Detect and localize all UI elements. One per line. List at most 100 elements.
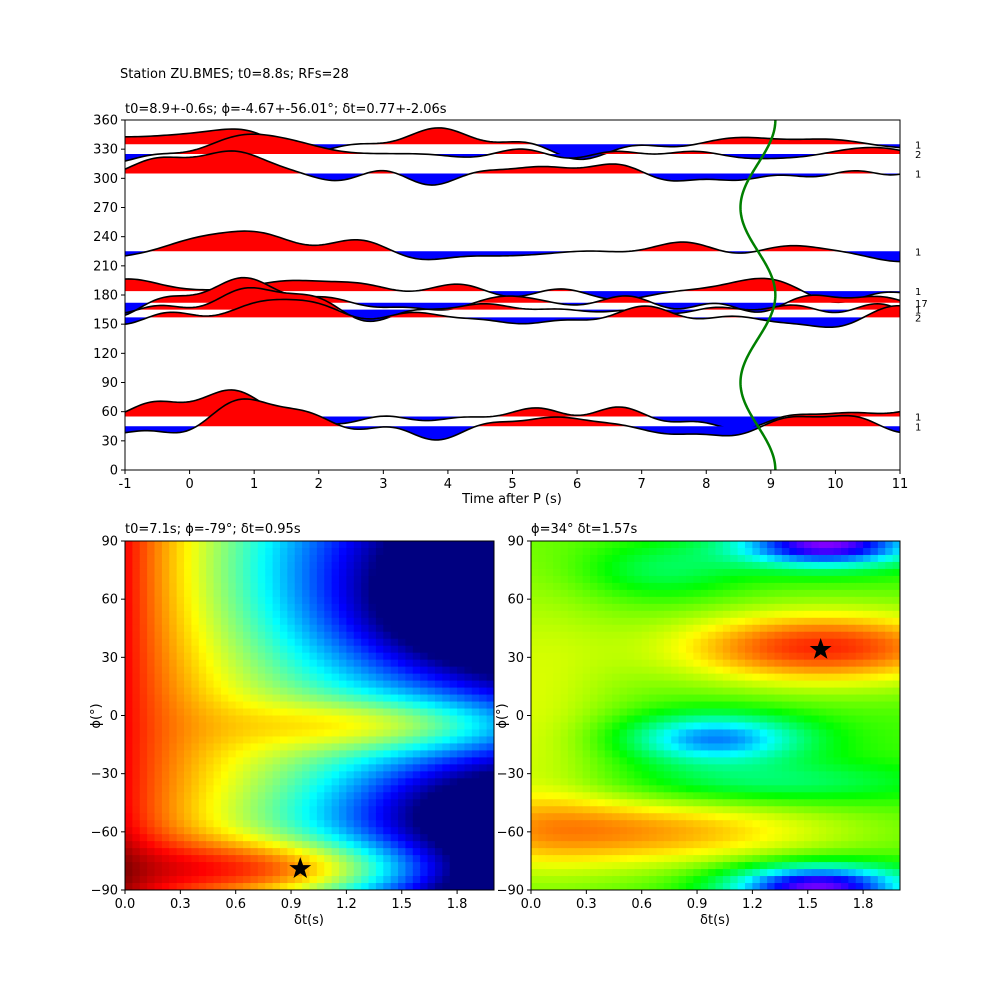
left-map-cell <box>287 638 296 647</box>
right-map-cell <box>582 554 591 563</box>
left-map-cell <box>427 813 436 821</box>
right-map-cell <box>715 589 724 598</box>
right-map-cell <box>826 547 835 556</box>
left-map-cell <box>479 589 488 598</box>
left-map-cell <box>161 855 170 863</box>
right-map-cell <box>774 848 783 856</box>
left-map-cell <box>228 554 237 563</box>
right-map-cell <box>870 757 879 765</box>
left-map-cell <box>368 624 377 633</box>
right-map-cell <box>531 750 539 758</box>
right-map-cell <box>848 729 857 738</box>
right-map-cell <box>848 708 857 717</box>
right-map-cell <box>612 547 621 556</box>
left-map-cell <box>132 652 141 661</box>
right-map-cell <box>612 736 621 745</box>
right-map-cell <box>553 792 562 800</box>
left-map-cell <box>420 736 429 745</box>
right-map-cell <box>590 638 599 647</box>
right-map-cell <box>826 834 835 842</box>
right-map-cell <box>855 792 864 800</box>
left-map-cell <box>486 841 494 849</box>
right-map-cell <box>700 624 709 633</box>
left-map-cell <box>331 869 340 877</box>
left-map-cell <box>361 883 370 890</box>
right-map-cell <box>649 561 658 570</box>
left-map-cell <box>198 541 207 549</box>
right-map-cell <box>737 575 746 584</box>
right-map-cell <box>567 715 576 724</box>
right-map-cell <box>700 645 709 654</box>
left-map-cell <box>191 589 200 598</box>
right-map-cell <box>560 666 569 675</box>
right-map-cell <box>855 701 864 710</box>
left-map-cell <box>272 778 281 786</box>
right-map-cell <box>553 827 562 835</box>
right-map-cell <box>663 652 672 661</box>
right-map-cell <box>612 568 621 577</box>
left-map-cell <box>442 541 451 549</box>
right-map-cell <box>752 708 761 717</box>
left-map-cell <box>250 778 259 786</box>
left-map-cell <box>213 582 222 591</box>
left-map-cell <box>427 827 436 835</box>
right-map-cell <box>722 855 731 863</box>
right-map-cell <box>774 596 783 605</box>
left-map-cell <box>228 541 237 549</box>
right-map-cell <box>582 820 591 828</box>
right-map-cell <box>678 862 687 870</box>
left-map-cell <box>213 715 222 724</box>
left-map-cell <box>125 554 133 563</box>
right-map-cell <box>700 729 709 738</box>
right-map-cell <box>715 778 724 786</box>
left-map-cell <box>339 624 347 633</box>
left-map-cell <box>405 687 414 696</box>
left-map-cell <box>368 820 377 828</box>
right-map-cell <box>545 617 554 626</box>
left-map-cell <box>434 603 443 612</box>
right-map-cell <box>604 722 613 731</box>
left-map-cell <box>139 596 148 605</box>
left-map-cell <box>324 764 333 772</box>
right-map-cell <box>634 820 643 828</box>
left-map-cell <box>265 645 274 654</box>
right-map-cell <box>590 736 599 745</box>
right-map-cell <box>663 708 672 717</box>
left-map-cell <box>375 568 384 577</box>
rf-xtick-label: -1 <box>119 477 132 492</box>
right-map-cell <box>538 561 547 570</box>
right-map-cell <box>840 652 849 661</box>
left-map-cell <box>479 848 488 856</box>
right-map-cell <box>848 750 857 758</box>
left-map-cell <box>206 855 215 863</box>
left-map-cell <box>398 701 407 710</box>
left-map-cell <box>250 813 259 821</box>
right-map-cell <box>567 547 576 556</box>
left-map-cell <box>132 659 141 668</box>
left-map-cell <box>213 554 222 563</box>
left-map-cell <box>265 722 274 731</box>
left-map-cell <box>442 729 451 738</box>
left-map-cell <box>412 645 421 654</box>
left-map-cell <box>339 764 347 772</box>
right-map-cell <box>693 862 702 870</box>
right-map-cell <box>759 771 768 779</box>
right-map-cell <box>582 589 591 598</box>
right-map-cell <box>582 827 591 835</box>
left-map-cell <box>457 729 466 738</box>
right-map-cell <box>604 813 613 821</box>
left-map-cell <box>398 757 407 765</box>
left-map-cell <box>191 778 200 786</box>
left-map-cell <box>169 603 178 612</box>
right-map-cell <box>759 869 768 877</box>
left-map-cell <box>206 575 215 584</box>
right-map-cell <box>671 757 680 765</box>
right-map-cell <box>745 834 753 842</box>
right-map-cell <box>641 610 650 619</box>
right-map-cell <box>538 624 547 633</box>
right-map-cell <box>663 561 672 570</box>
right-map-cell <box>774 743 783 751</box>
left-map-cell <box>427 575 436 584</box>
right-map-cell <box>863 827 872 835</box>
left-map-cell <box>324 547 333 556</box>
